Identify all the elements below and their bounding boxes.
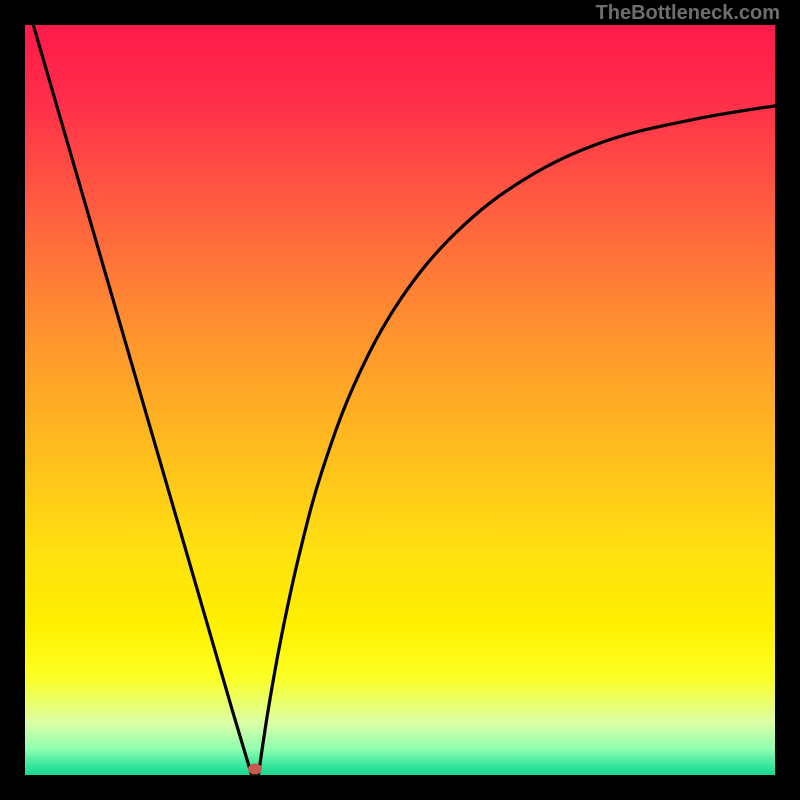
optimum-marker: [248, 764, 262, 775]
bottleneck-chart: [0, 0, 800, 800]
chart-svg: [0, 0, 800, 800]
plot-background: [25, 25, 775, 775]
watermark-text: TheBottleneck.com: [596, 2, 780, 25]
